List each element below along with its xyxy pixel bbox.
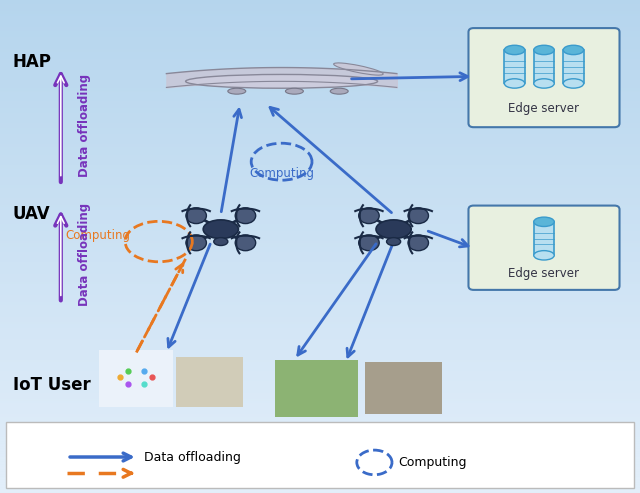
- Text: Computing: Computing: [398, 456, 467, 469]
- Text: Edge server: Edge server: [509, 102, 579, 115]
- Text: Edge server: Edge server: [509, 267, 579, 280]
- Ellipse shape: [204, 220, 238, 239]
- Ellipse shape: [563, 79, 584, 88]
- Bar: [365, 362, 442, 414]
- Text: Data offloading: Data offloading: [78, 74, 91, 177]
- Circle shape: [359, 235, 380, 250]
- Ellipse shape: [376, 220, 412, 239]
- Ellipse shape: [387, 238, 401, 246]
- Ellipse shape: [504, 45, 525, 55]
- Circle shape: [359, 208, 380, 224]
- Text: IoT User: IoT User: [13, 376, 90, 393]
- Text: Data offloading: Data offloading: [144, 451, 241, 463]
- Ellipse shape: [534, 250, 554, 260]
- Bar: [563, 50, 584, 83]
- Ellipse shape: [534, 217, 554, 226]
- Circle shape: [235, 235, 255, 250]
- Text: Computing: Computing: [249, 167, 314, 180]
- Ellipse shape: [504, 79, 525, 88]
- Text: Computing: Computing: [65, 229, 131, 242]
- Ellipse shape: [333, 63, 383, 75]
- Bar: [534, 222, 554, 255]
- Text: UAV: UAV: [13, 206, 51, 223]
- FancyBboxPatch shape: [468, 206, 620, 290]
- Bar: [6, 422, 634, 488]
- Text: Data offloading: Data offloading: [78, 203, 91, 307]
- Ellipse shape: [330, 88, 348, 94]
- Circle shape: [186, 208, 206, 224]
- Ellipse shape: [563, 45, 584, 55]
- Bar: [176, 357, 243, 407]
- Ellipse shape: [534, 79, 554, 88]
- Bar: [504, 50, 525, 83]
- Ellipse shape: [285, 88, 303, 94]
- Ellipse shape: [228, 88, 246, 94]
- Circle shape: [408, 235, 429, 250]
- FancyBboxPatch shape: [468, 28, 620, 127]
- Bar: [99, 350, 173, 407]
- Circle shape: [408, 208, 429, 224]
- Ellipse shape: [534, 45, 554, 55]
- Circle shape: [186, 235, 206, 250]
- Text: HAP: HAP: [13, 53, 52, 70]
- Ellipse shape: [214, 238, 228, 246]
- Bar: [275, 360, 358, 417]
- Ellipse shape: [186, 74, 378, 88]
- Bar: [534, 50, 554, 83]
- Circle shape: [235, 208, 255, 224]
